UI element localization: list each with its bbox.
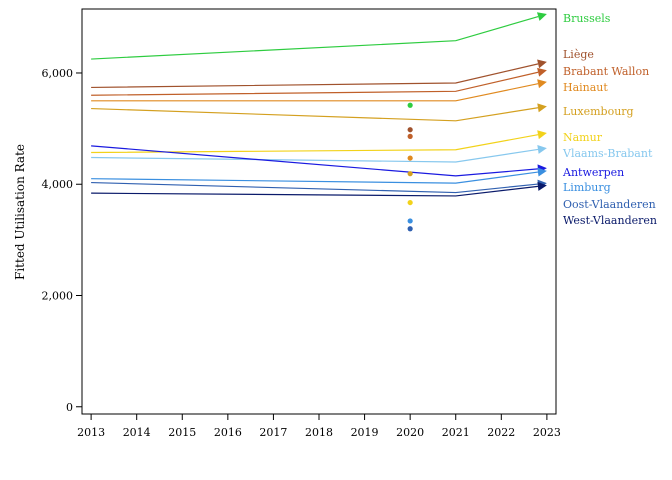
data-point-2020 [407,133,413,139]
x-tick-label: 2020 [396,426,424,439]
series-arrowhead [537,144,547,154]
series-arrowhead [537,103,547,113]
series-line [91,171,539,184]
data-point-2020 [407,127,413,133]
series-lines [91,12,547,197]
x-tick-label: 2013 [77,426,105,439]
series-label: Hainaut [563,81,608,94]
y-tick-label: 0 [66,401,73,414]
x-tick-label: 2018 [305,426,333,439]
series-line [91,145,538,177]
series-arrowhead [537,130,547,140]
series-line [91,148,539,163]
y-tick-label: 2,000 [42,290,74,303]
series-labels: Brussels Liège Brabant Wallon Hainaut Luxemb… [562,12,657,227]
data-point-2020 [407,155,413,161]
x-tick-label: 2019 [351,426,379,439]
series-label: Brussels [563,12,611,25]
plot-frame [81,8,557,415]
series-label: Liège [563,48,594,61]
series-line [91,107,539,122]
series-label: Luxembourg [563,105,634,118]
series-line [91,185,539,197]
series-arrowhead [537,181,547,191]
data-point-2020 [407,199,413,206]
x-tick-label: 2016 [214,426,242,439]
series-label: Oost-Vlaanderen [563,198,656,211]
data-point-2020 [407,171,413,177]
y-tick-label: 4,000 [42,178,74,191]
series-line [91,181,538,194]
series-line [91,83,539,102]
series-label: Antwerpen [562,166,624,179]
data-point-2020 [407,218,413,224]
series-label: Namur [563,131,603,144]
y-axis-title: Fitted Utilisation Rate [13,144,27,280]
data-point-2020 [407,226,413,232]
series-line [91,15,539,60]
x-tick-label: 2015 [168,426,196,439]
series-label: Vlaams-Brabant [562,147,653,160]
series-line [91,63,539,89]
x-tick-label: 2021 [442,426,470,439]
x-axis: 2013 2014 2015 2016 2017 2018 2019 2020 2021 2022… [77,414,561,439]
series-arrowhead [537,79,547,89]
x-tick-label: 2023 [533,426,561,439]
x-tick-label: 2017 [259,426,287,439]
series-label: Brabant Wallon [563,65,649,78]
y-tick-label: 6,000 [42,67,74,80]
data-point-2020 [407,102,413,108]
series-arrowhead [537,59,547,69]
x-tick-label: 2022 [487,426,515,439]
series-label: Limburg [563,181,611,194]
points-2020 [407,102,413,232]
series-label: West-Vlaanderen [563,214,657,227]
y-axis: 0 2,000 4,000 6,000 [42,67,82,414]
series-line [91,71,539,96]
series-line [91,134,539,154]
series-arrowhead [536,12,547,21]
series-arrowhead [537,67,547,77]
x-tick-label: 2014 [123,426,151,439]
series-arrowhead [537,167,547,177]
